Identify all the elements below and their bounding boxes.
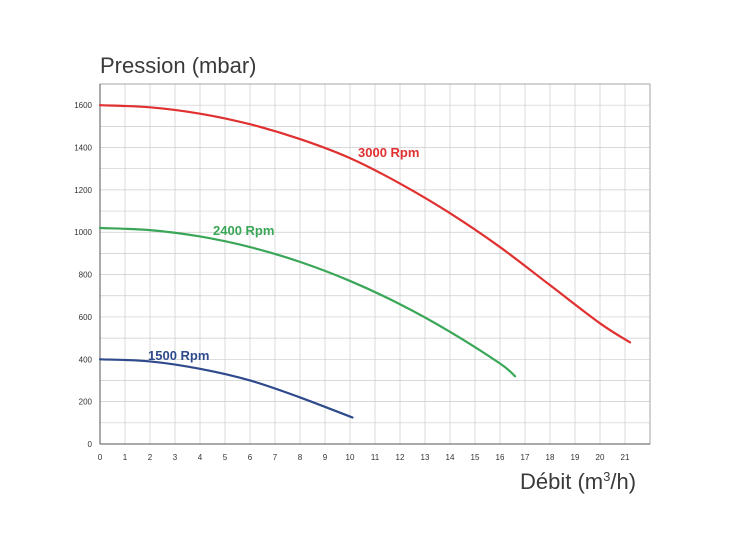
x-tick-label: 18	[546, 453, 555, 462]
x-tick-label: 2	[148, 453, 153, 462]
x-tick-label: 12	[396, 453, 405, 462]
x-tick-label: 8	[298, 453, 303, 462]
y-tick-label: 0	[88, 440, 93, 449]
y-tick-label: 400	[79, 355, 93, 364]
x-tick-label: 17	[521, 453, 530, 462]
series-lines	[98, 104, 632, 419]
x-tick-label: 3	[173, 453, 178, 462]
x-tick-label: 11	[371, 453, 380, 462]
x-tick-label: 19	[571, 453, 580, 462]
x-axis-title-main: Débit (m	[520, 469, 603, 494]
x-tick-label: 20	[596, 453, 605, 462]
x-tick-label: 13	[421, 453, 430, 462]
series-line	[98, 358, 354, 419]
y-tick-label: 1200	[74, 186, 92, 195]
x-tick-label: 21	[621, 453, 630, 462]
y-tick-label: 1000	[74, 228, 92, 237]
y-tick-label: 1600	[74, 101, 92, 110]
tick-labels: 0 1 2 3 4 5 6 7 8 9 10 11 12 13 14 15 16 17 18 19 20 21020040…	[74, 101, 630, 462]
x-tick-label: 10	[346, 453, 355, 462]
series-label: 1500 Rpm	[148, 348, 209, 363]
y-tick-label: 800	[79, 271, 93, 280]
y-tick-label: 1400	[74, 144, 92, 153]
y-axis-title: Pression (mbar)	[100, 53, 256, 78]
series-line	[98, 226, 517, 378]
x-tick-label: 6	[248, 453, 253, 462]
y-tick-label: 200	[79, 398, 93, 407]
x-tick-label: 4	[198, 453, 203, 462]
x-axis-title-end: /h)	[610, 469, 636, 494]
x-axis-title: Débit (m3/h)	[520, 469, 636, 494]
x-tick-label: 5	[223, 453, 228, 462]
series-line	[98, 104, 632, 344]
x-tick-label: 14	[446, 453, 455, 462]
x-tick-label: 1	[123, 453, 128, 462]
grid	[99, 83, 651, 445]
y-tick-label: 600	[79, 313, 93, 322]
x-tick-label: 7	[273, 453, 278, 462]
axes	[99, 83, 651, 445]
series-labels: 3000 Rpm 2400 Rpm 1500 Rpm	[148, 145, 419, 363]
x-tick-label: 16	[496, 453, 505, 462]
series-label: 2400 Rpm	[213, 223, 274, 238]
x-tick-label: 9	[323, 453, 328, 462]
x-tick-label: 15	[471, 453, 480, 462]
x-axis-title-sup: 3	[603, 469, 610, 484]
x-tick-label: 0	[98, 453, 103, 462]
series-label: 3000 Rpm	[358, 145, 419, 160]
